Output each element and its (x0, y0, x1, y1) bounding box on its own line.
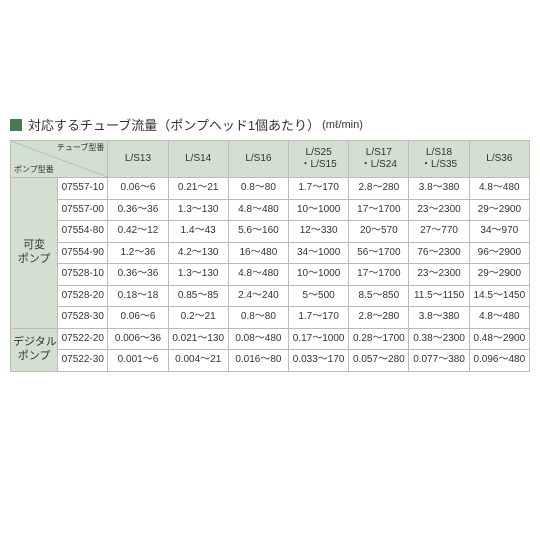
data-cell: 1.4～43 (168, 221, 228, 243)
data-cell: 4.8～480 (469, 178, 529, 200)
data-cell: 4.8～480 (469, 307, 529, 329)
model-cell: 07528-30 (58, 307, 108, 329)
data-cell: 0.077～380 (409, 350, 469, 372)
data-cell: 0.36～36 (108, 264, 168, 286)
table-row: デジタルポンプ07522-200.006～360.021～1300.08～480… (11, 328, 530, 350)
data-cell: 27～770 (409, 221, 469, 243)
corner-bottom-label: ポンプ型番 (14, 165, 54, 175)
table-row: 07528-200.18～180.85～852.4～2405～5008.5～85… (11, 285, 530, 307)
model-cell: 07522-30 (58, 350, 108, 372)
model-cell: 07554-90 (58, 242, 108, 264)
table-row: 07522-300.001～60.004～210.016～800.033～170… (11, 350, 530, 372)
model-cell: 07557-10 (58, 178, 108, 200)
model-cell: 07528-20 (58, 285, 108, 307)
data-cell: 2.8～280 (349, 178, 409, 200)
data-cell: 0.8～80 (228, 178, 288, 200)
data-cell: 23～2300 (409, 264, 469, 286)
col-header: L/S13 (108, 141, 168, 178)
data-cell: 0.17～1000 (289, 328, 349, 350)
row-group-label: デジタルポンプ (11, 328, 58, 371)
model-cell: 07528-10 (58, 264, 108, 286)
col-header: L/S14 (168, 141, 228, 178)
data-cell: 8.5～850 (349, 285, 409, 307)
data-cell: 29～2900 (469, 264, 529, 286)
data-cell: 4.2～130 (168, 242, 228, 264)
data-cell: 0.36～36 (108, 199, 168, 221)
data-cell: 17～1700 (349, 264, 409, 286)
data-cell: 0.2～21 (168, 307, 228, 329)
table-row: 07557-000.36～361.3～1304.8～48010～100017～1… (11, 199, 530, 221)
data-cell: 0.006～36 (108, 328, 168, 350)
flow-rate-table: チューブ型番 ポンプ型番 L/S13 L/S14 L/S16 L/S25・L/S… (10, 140, 530, 372)
data-cell: 0.18～18 (108, 285, 168, 307)
data-cell: 0.28～1700 (349, 328, 409, 350)
data-cell: 0.021～130 (168, 328, 228, 350)
data-cell: 0.004～21 (168, 350, 228, 372)
data-cell: 1.7～170 (289, 178, 349, 200)
table-row: 07528-100.36～361.3～1304.8～48010～100017～1… (11, 264, 530, 286)
data-cell: 10～1000 (289, 264, 349, 286)
data-cell: 0.057～280 (349, 350, 409, 372)
data-cell: 29～2900 (469, 199, 529, 221)
data-cell: 1.3～130 (168, 264, 228, 286)
col-header: L/S36 (469, 141, 529, 178)
data-cell: 34～1000 (289, 242, 349, 264)
data-cell: 17～1700 (349, 199, 409, 221)
data-cell: 0.38～2300 (409, 328, 469, 350)
table-row: 07528-300.06～60.2～210.8～801.7～1702.8～280… (11, 307, 530, 329)
data-cell: 12～330 (289, 221, 349, 243)
data-cell: 4.8～480 (228, 199, 288, 221)
data-cell: 20～570 (349, 221, 409, 243)
section-title: 対応するチューブ流量（ポンプヘッド1個あたり） (mℓ/min) (10, 115, 530, 134)
data-cell: 34～970 (469, 221, 529, 243)
data-cell: 2.8～280 (349, 307, 409, 329)
data-cell: 1.3～130 (168, 199, 228, 221)
col-header: L/S25・L/S15 (289, 141, 349, 178)
corner-top-label: チューブ型番 (57, 143, 105, 153)
data-cell: 0.06～6 (108, 307, 168, 329)
data-cell: 0.016～80 (228, 350, 288, 372)
data-cell: 0.096～480 (469, 350, 529, 372)
data-cell: 0.48～2900 (469, 328, 529, 350)
data-cell: 0.08～480 (228, 328, 288, 350)
data-cell: 0.85～85 (168, 285, 228, 307)
row-group-label: 可変ポンプ (11, 178, 58, 329)
data-cell: 2.4～240 (228, 285, 288, 307)
data-cell: 76～2300 (409, 242, 469, 264)
data-cell: 23～2300 (409, 199, 469, 221)
data-cell: 56～1700 (349, 242, 409, 264)
table-row: 07554-901.2～364.2～13016～48034～100056～170… (11, 242, 530, 264)
data-cell: 14.5～1450 (469, 285, 529, 307)
data-cell: 0.42～12 (108, 221, 168, 243)
title-square-icon (10, 119, 22, 131)
model-cell: 07522-20 (58, 328, 108, 350)
data-cell: 0.06～6 (108, 178, 168, 200)
data-cell: 5.6～160 (228, 221, 288, 243)
data-cell: 3.8～380 (409, 178, 469, 200)
data-cell: 1.7～170 (289, 307, 349, 329)
data-cell: 16～480 (228, 242, 288, 264)
table-row: 07554-800.42～121.4～435.6～16012～33020～570… (11, 221, 530, 243)
col-header: L/S18・L/S35 (409, 141, 469, 178)
title-text: 対応するチューブ流量（ポンプヘッド1個あたり） (28, 115, 320, 134)
col-header: L/S16 (228, 141, 288, 178)
data-cell: 11.5～1150 (409, 285, 469, 307)
model-cell: 07554-80 (58, 221, 108, 243)
data-cell: 0.001～6 (108, 350, 168, 372)
col-header: L/S17・L/S24 (349, 141, 409, 178)
data-cell: 1.2～36 (108, 242, 168, 264)
data-cell: 5～500 (289, 285, 349, 307)
data-cell: 0.21～21 (168, 178, 228, 200)
model-cell: 07557-00 (58, 199, 108, 221)
data-cell: 4.8～480 (228, 264, 288, 286)
title-unit: (mℓ/min) (322, 119, 363, 131)
table-row: 可変ポンプ07557-100.06～60.21～210.8～801.7～1702… (11, 178, 530, 200)
corner-cell: チューブ型番 ポンプ型番 (11, 141, 108, 178)
table-header-row: チューブ型番 ポンプ型番 L/S13 L/S14 L/S16 L/S25・L/S… (11, 141, 530, 178)
data-cell: 10～1000 (289, 199, 349, 221)
data-cell: 0.8～80 (228, 307, 288, 329)
data-cell: 96～2900 (469, 242, 529, 264)
data-cell: 3.8～380 (409, 307, 469, 329)
data-cell: 0.033～170 (289, 350, 349, 372)
